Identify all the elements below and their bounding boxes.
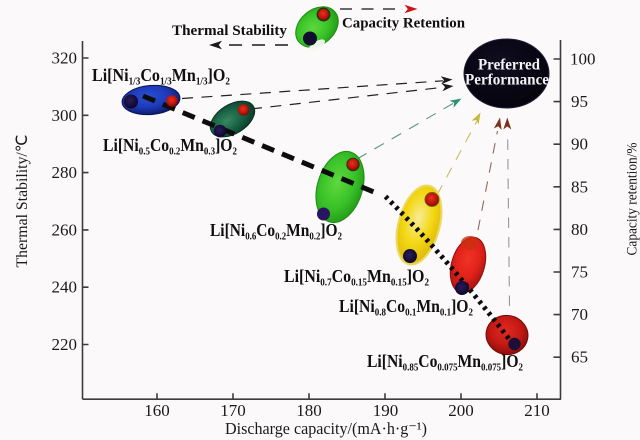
svg-text:220: 220 <box>52 335 78 354</box>
svg-text:Li[Ni0.7Co0.15Mn0.15]O2: Li[Ni0.7Co0.15Mn0.15]O2 <box>284 266 429 289</box>
svg-text:100: 100 <box>570 50 596 69</box>
svg-text:Performance: Performance <box>465 70 549 89</box>
svg-text:320: 320 <box>52 49 78 68</box>
svg-text:80: 80 <box>571 220 588 239</box>
svg-text:Thermal Stability: Thermal Stability <box>172 23 288 39</box>
svg-text:90: 90 <box>571 135 588 154</box>
svg-text:190: 190 <box>373 401 399 420</box>
svg-text:240: 240 <box>52 278 78 297</box>
svg-text:Li[Ni0.85Co0.075Mn0.075]O2: Li[Ni0.85Co0.075Mn0.075]O2 <box>367 351 523 374</box>
svg-text:65: 65 <box>571 348 588 367</box>
svg-text:Thermal Stability/℃: Thermal Stability/℃ <box>14 135 31 268</box>
svg-text:Discharge capacity/(mA·h·g⁻¹): Discharge capacity/(mA·h·g⁻¹) <box>225 419 427 438</box>
svg-text:Capacity retention/%: Capacity retention/% <box>625 143 640 256</box>
svg-text:85: 85 <box>571 177 588 196</box>
svg-text:170: 170 <box>220 401 246 420</box>
svg-text:Li[Ni0.5Co0.2Mn0.3]O2: Li[Ni0.5Co0.2Mn0.3]O2 <box>103 135 237 158</box>
svg-text:180: 180 <box>296 401 322 420</box>
svg-text:Preferred: Preferred <box>478 55 540 74</box>
svg-text:95: 95 <box>571 92 588 111</box>
svg-text:210: 210 <box>524 401 550 420</box>
svg-text:280: 280 <box>52 163 78 182</box>
svg-text:160: 160 <box>144 401 170 420</box>
svg-text:Capacity Retention: Capacity Retention <box>342 16 465 32</box>
svg-text:70: 70 <box>571 305 588 324</box>
svg-text:Li[Ni0.8Co0.1Mn0.1]O2: Li[Ni0.8Co0.1Mn0.1]O2 <box>339 296 473 319</box>
svg-text:260: 260 <box>52 220 78 239</box>
svg-text:300: 300 <box>52 106 78 125</box>
svg-text:Li[Ni0.6Co0.2Mn0.2]O2: Li[Ni0.6Co0.2Mn0.2]O2 <box>210 220 342 243</box>
svg-text:Li[Ni1/3Co1/3Mn1/3]O2: Li[Ni1/3Co1/3Mn1/3]O2 <box>92 65 230 88</box>
svg-text:200: 200 <box>448 401 474 420</box>
svg-text:75: 75 <box>571 263 588 282</box>
